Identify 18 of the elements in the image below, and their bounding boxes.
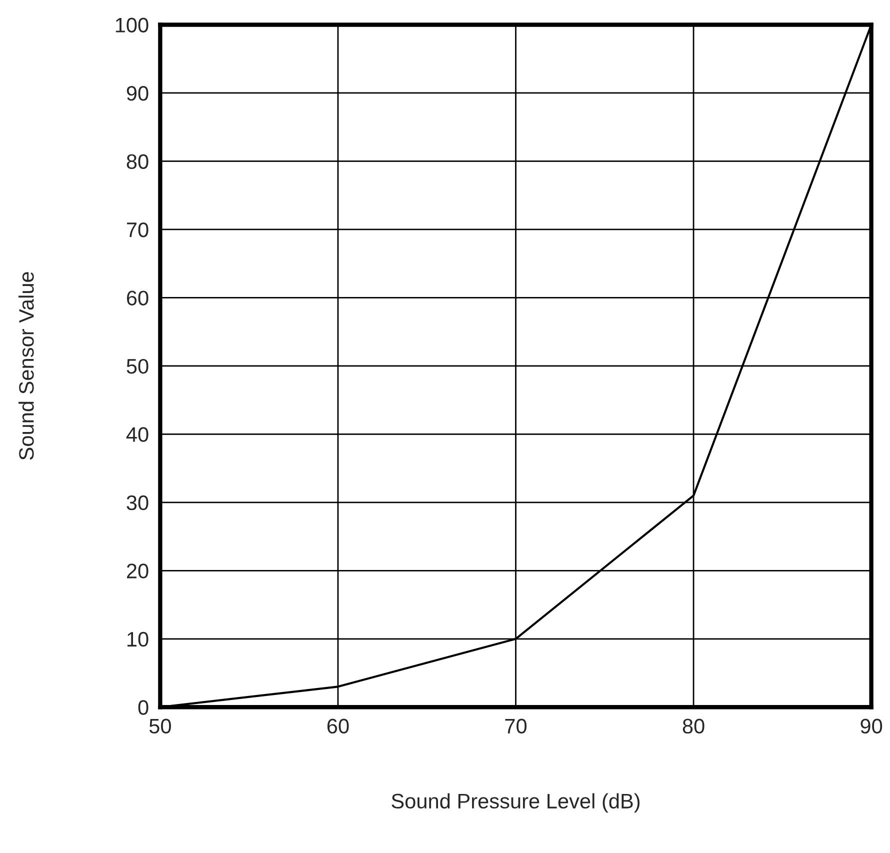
y-tick-label: 20 [126,564,148,578]
x-tick-label: 70 [505,718,527,734]
x-tick-label: 50 [149,718,171,734]
x-tick-label: 90 [860,718,882,734]
x-tick-label: 60 [327,718,349,734]
y-tick-label: 0 [138,700,148,715]
y-tick-label: 100 [116,18,148,32]
y-tick-label: 80 [126,154,148,169]
y-tick-label: 50 [126,358,148,374]
y-tick-label: 90 [126,86,148,101]
y-tick-label: 10 [128,632,148,647]
x-tick-label: 80 [682,718,704,734]
y-axis-title: Sound Sensor Value [18,272,34,460]
y-tick-label: 30 [126,495,148,510]
x-axis-title: Sound Pressure Level (dB) [392,793,640,813]
y-tick-label: 40 [126,427,148,442]
y-tick-label: 70 [126,222,148,238]
y-tick-label: 60 [126,290,148,306]
